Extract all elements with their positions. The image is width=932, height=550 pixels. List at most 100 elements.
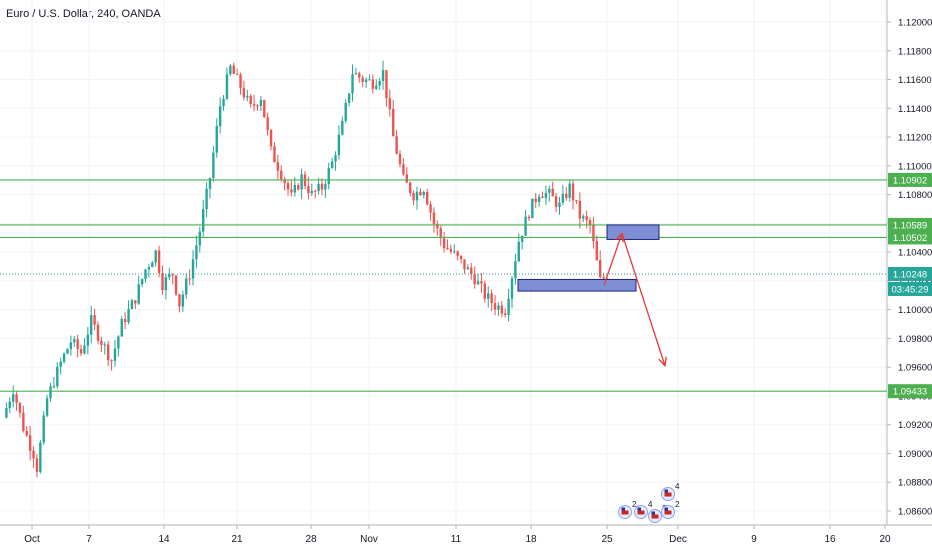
x-tick-label: 11 [451,534,462,545]
candle-body [554,196,558,208]
candle-body [86,334,90,346]
y-tick-label: 1.10000 [898,305,932,316]
x-tick-label: Oct [24,534,40,545]
projection-arrow-down-head [658,356,667,368]
candle-body [59,361,62,367]
candle-body [252,104,256,106]
candle-body [548,188,551,193]
candle-body [595,241,599,261]
x-tick-label: 20 [879,534,891,545]
event-flag-icon [664,510,672,515]
candle-body [402,164,405,175]
candle-body [541,196,544,198]
y-tick-label: 1.10800 [898,190,932,201]
candle-body [364,79,368,83]
candle-body [442,238,446,249]
candle-body [412,193,415,201]
candle-body [106,344,110,361]
candle-body [337,134,341,156]
candle-body [168,274,171,278]
candle-body [242,88,246,98]
candle-body [571,183,575,201]
candle-body [73,339,76,343]
candle-body [565,193,568,198]
candle-body [327,167,330,185]
y-tick-label: 1.11000 [898,161,932,172]
event-flag-icon [621,510,629,515]
candle-body [514,261,517,279]
candle-body [154,250,157,263]
candle-body [120,318,123,337]
candle-body [375,85,378,89]
candle-body [249,95,252,105]
current-price-label: 1.10248 [893,269,927,280]
candle-body [208,178,212,189]
candle-body [49,386,52,399]
candle-body [324,184,327,190]
level-price-label: 1.10589 [893,220,927,231]
event-flag-icon [637,507,641,511]
candle-body [378,81,381,86]
candle-body [188,278,191,280]
y-tick-label: 1.09800 [898,334,932,345]
projection-arrow-down[interactable] [621,233,666,366]
candle-body [599,260,602,278]
y-tick-label: 1.09200 [898,420,932,431]
x-tick-label: 18 [525,534,537,545]
candle-body [408,182,412,194]
y-tick-label: 1.11800 [898,46,932,57]
candle-body [520,235,524,242]
y-tick-label: 1.12000 [898,18,932,29]
candle-body [181,294,185,307]
candle-body [8,401,11,409]
candle-body [79,349,83,354]
candle-body [157,250,161,273]
candle-body [263,100,266,118]
candle-body [93,315,96,325]
x-tick-label: 7 [86,534,92,545]
candle-body [280,170,283,180]
candle-body [500,305,504,314]
candle-body [62,353,66,362]
candle-body [422,192,425,196]
candle-body [371,79,375,89]
candle-body [347,93,351,103]
candle-body [334,155,337,162]
candle-body [456,251,459,256]
event-marker-count: 4 [648,500,653,509]
candle-body [229,65,232,75]
supply-zone[interactable] [606,224,660,240]
candle-body [307,185,310,194]
candle-body [592,225,595,242]
candle-body [381,70,385,82]
candle-body [534,198,537,202]
candle-body [100,340,103,345]
demand-zone[interactable] [517,278,637,292]
candle-body [497,305,500,310]
candle-body [225,74,229,99]
level-price-tag [888,172,932,187]
candle-body [517,241,520,262]
candle-body [588,220,592,226]
candle-body [425,192,429,205]
x-tick-label: Dec [669,534,687,545]
candle-body [96,324,100,341]
candle-body [218,106,222,127]
candle-body [134,300,137,304]
event-flag-icon [664,507,668,511]
candle-body [25,431,28,436]
y-tick-label: 1.10400 [898,248,932,259]
projection-arrow-up[interactable] [603,233,623,286]
candle-body [198,231,202,246]
x-tick-label: 21 [231,534,243,545]
candle-body [195,245,198,260]
candle-body [578,200,582,219]
countdown-tag [888,281,932,296]
candle-body [113,348,117,361]
countdown-label: 03:45:29 [892,284,929,295]
candle-body [429,204,432,213]
candle-body [537,196,541,202]
candle-body [39,442,42,472]
candle-body [504,313,507,315]
